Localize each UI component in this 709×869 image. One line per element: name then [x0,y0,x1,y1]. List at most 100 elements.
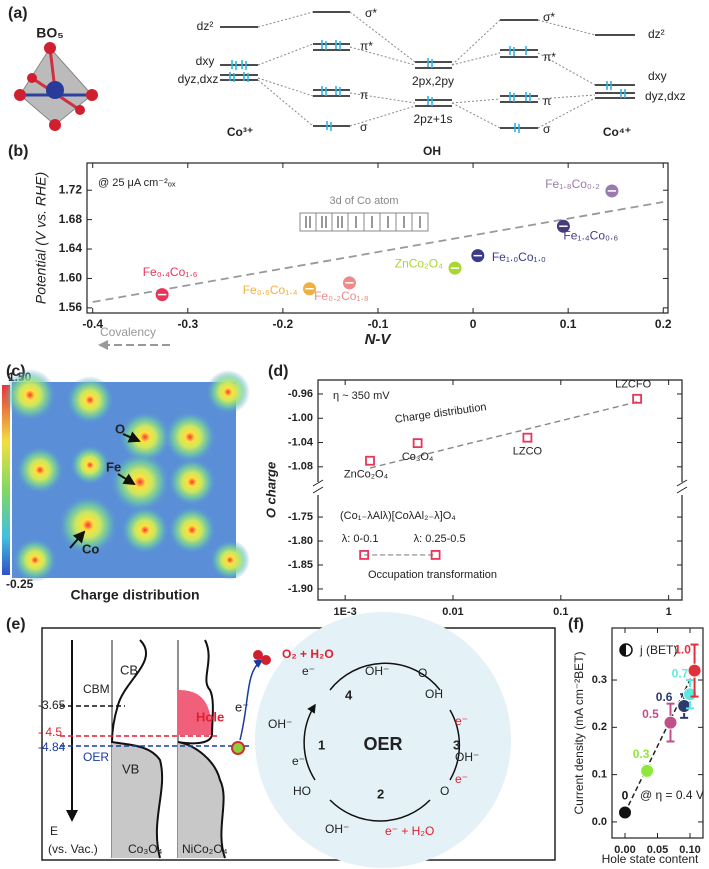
dos-label: CBM [83,682,110,696]
orbital-label: σ* [543,10,555,24]
point [618,805,632,820]
panel-label: (f) [568,616,584,633]
point-label: λ: 0-0.1 [342,533,379,545]
species: OH [425,687,443,701]
atom [44,42,56,54]
point-label: 0.5 [642,707,659,721]
point [359,550,370,560]
y-tick-label: 1.64 [59,241,83,255]
point-label: ZnCo₂O₄ [395,256,443,270]
dos-label: VB [122,761,139,776]
x-tick-label: 0.00 [614,844,635,856]
colorbar-label: -0.25 [6,577,34,591]
y-tick-label: -1.08 [288,461,313,473]
atom-label: O [115,421,125,436]
x-tick-label: 0.2 [655,317,672,331]
point-label: Fe₀.₆Co₁.₄ [243,283,298,297]
axis-label: E [50,824,58,838]
y-tick-label: -1.80 [288,535,313,547]
step: 3 [453,737,460,752]
atom-label: Co [82,541,99,556]
vb-fill [112,742,163,858]
point [687,663,702,678]
species: OH⁻ [325,822,349,836]
x-tick-label: 0.05 [647,844,668,856]
orbital-label: π [360,88,368,102]
x-tick-label: 1 [666,606,672,618]
orbital-label: 2px,2py [412,74,454,88]
point [522,432,533,443]
levels [220,11,635,133]
axis-unit: (vs. Vac.) [48,842,98,856]
y-axis-label: O charge [263,462,278,518]
trend-line [369,401,638,469]
material-label: Co₃O₄ [128,842,163,856]
species: OH⁻ [455,750,479,764]
dos-label: CB [120,662,138,677]
point-label: 0 [622,789,629,803]
y-tick-label: 1.68 [59,212,83,226]
o2 [253,650,263,660]
dos-curve [110,639,164,859]
atom [27,73,37,83]
orbital-label: π* [360,39,373,53]
point-label: 0.7 [672,666,689,680]
orbital-label: σ* [365,6,377,20]
ion-label: Co³⁺ [227,125,253,139]
arrowhead [98,340,108,350]
panel-e: E (vs. Vac.) -3.65 - 4.5 -4.84 CB CBM VB… [38,612,556,868]
species: e⁻ [292,754,305,768]
point-label: Fe₁.₈Co₀.₂ [545,177,600,191]
y-tick-label: 1.56 [59,300,83,314]
dos-curve [177,639,226,859]
atom-label: Fe [106,459,121,474]
step: 1 [318,737,325,752]
series-label: Occupation transformation [368,569,497,581]
atom [49,119,61,131]
orbital-label: dz² [197,19,214,33]
energy-level: -4.84 [38,740,66,754]
orbital-label: σ [543,122,551,136]
point [365,455,375,466]
panel-a: BO₅ dz² dxy dyz,dxz σ* π* π σ 2px,2py 2p… [14,6,686,158]
y-axis-label: Current density (mA cm⁻²BET) [572,651,586,814]
orbital-label: σ [360,120,368,134]
atom [86,89,98,101]
structure-label: BO₅ [36,25,63,41]
point-label: LZCO [513,446,543,458]
orbital-label: π* [543,50,556,64]
species: e⁻ [302,664,315,678]
atom [14,89,26,101]
step: 4 [345,687,353,702]
annotation: Covalency [100,325,156,339]
point-label: 1.0 [674,643,691,657]
series-label: Charge distribution [394,401,487,426]
orbital-label: dxy [196,54,215,68]
colorbar [2,385,10,575]
panel-c: 1.50 -0.25 O Fe Co Charge distribution [2,369,250,603]
point-label: ZnCo₂O₄ [344,469,389,481]
arrow [122,431,141,443]
charge-blobs [4,369,250,582]
orbital-label: π [543,94,551,108]
caption: Charge distribution [70,587,199,603]
x-tick-label: 0.01 [442,606,463,618]
energy-level: - 4.5 [38,725,62,739]
axis-break [312,479,688,494]
species: e⁻ [455,772,468,786]
species: OH⁻ [268,717,292,731]
point-label: LZCFO [615,379,652,391]
y-tick-label: -1.75 [288,511,313,523]
species: O [440,784,449,798]
annotation: @ η = 0.4 V [640,788,704,802]
point [677,699,692,714]
legend-label: j (BET) [639,643,677,657]
ion-label: Co⁴⁺ [603,125,631,139]
point [640,763,655,778]
point-label: Fe₀.₂Co₁.₈ [314,289,369,303]
orbital-label: dz² [648,27,665,41]
dos-label: Hole [196,709,224,724]
point-label: Co₃O₄ [402,451,434,463]
vb-fill [178,742,225,858]
